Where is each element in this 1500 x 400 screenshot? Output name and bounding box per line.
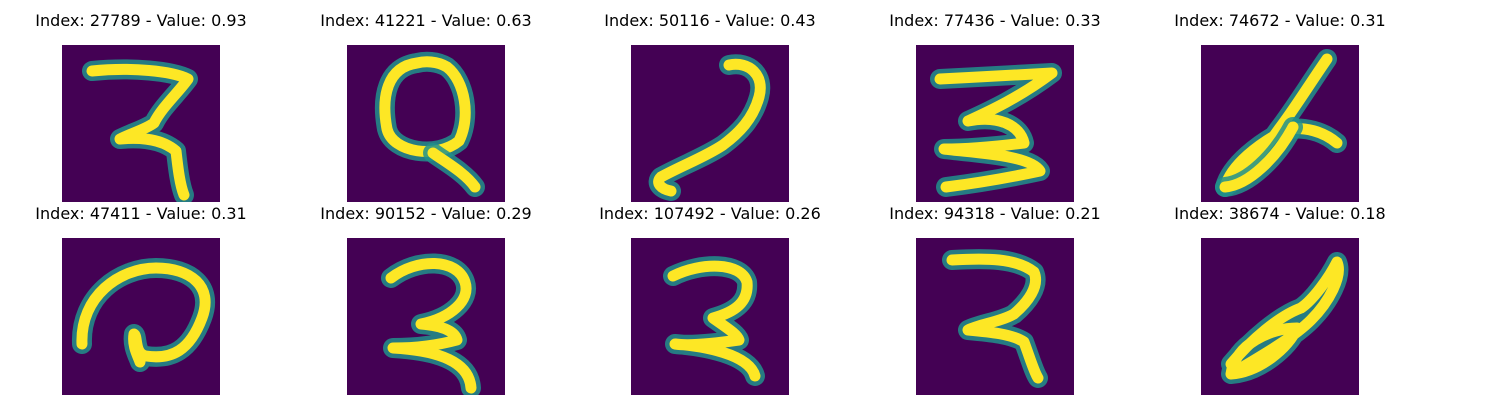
digit-stroke	[427, 147, 481, 193]
panel-title: Index: 41221 - Value: 0.63	[320, 11, 532, 30]
digit-image	[916, 238, 1074, 395]
digit-image	[62, 45, 220, 202]
digit-image	[1201, 238, 1359, 395]
digit-image	[62, 238, 220, 395]
panel-title: Index: 90152 - Value: 0.29	[320, 204, 532, 223]
digit-image	[1201, 45, 1359, 202]
digit-image	[631, 45, 789, 202]
digit-stroke	[653, 58, 766, 197]
digit-stroke	[1225, 256, 1344, 380]
digit-image	[916, 45, 1074, 202]
digit-stroke	[667, 260, 761, 382]
panel-title: Index: 47411 - Value: 0.31	[35, 204, 247, 223]
panel-title: Index: 94318 - Value: 0.21	[889, 204, 1101, 223]
panel-title: Index: 74672 - Value: 0.31	[1174, 11, 1386, 30]
digit-image	[347, 45, 505, 202]
digit-stroke	[934, 67, 1058, 193]
digit-image	[631, 238, 789, 395]
panel-title: Index: 27789 - Value: 0.93	[35, 11, 247, 30]
panel-title: Index: 50116 - Value: 0.43	[604, 11, 816, 30]
digit-image	[347, 238, 505, 395]
panel-title: Index: 38674 - Value: 0.18	[1174, 204, 1386, 223]
digit-stroke	[385, 258, 477, 394]
panel-title: Index: 107492 - Value: 0.26	[599, 204, 821, 223]
digit-stroke	[76, 262, 211, 368]
digit-stroke	[379, 56, 471, 157]
digit-stroke	[86, 63, 194, 201]
panel-title: Index: 77436 - Value: 0.33	[889, 11, 1101, 30]
digit-stroke	[1219, 121, 1299, 193]
digit-stroke	[946, 253, 1044, 384]
